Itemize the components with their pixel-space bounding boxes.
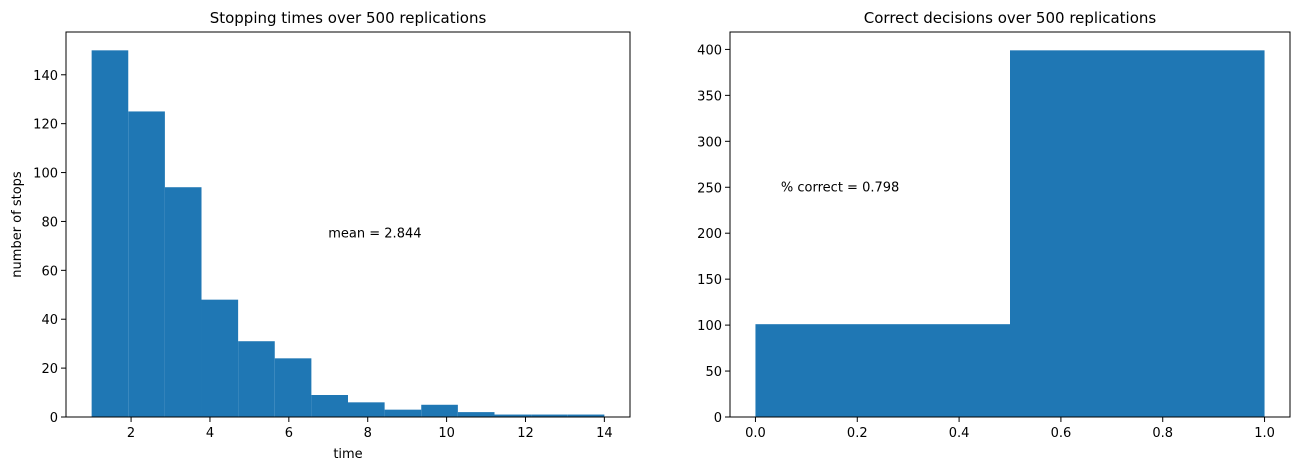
bar [421,404,458,417]
y-tick-label: 120 [33,118,58,133]
x-axis-label: time [333,447,362,462]
y-tick-label: 60 [41,264,58,279]
axes-frame [65,31,631,418]
bar [201,299,239,417]
y-tick-label: 80 [41,215,58,230]
y-tick-label: 50 [705,365,722,380]
y-tick-label: 250 [697,181,722,196]
chart-title: Correct decisions over 500 replications [864,9,1157,27]
x-tick-label: 6 [285,426,293,441]
y-tick-label: 0 [714,411,722,426]
annotation: mean = 2.844 [328,227,421,242]
bar [567,414,605,417]
y-tick-label: 350 [697,89,722,104]
y-tick-label: 400 [697,43,722,58]
y-tick-label: 0 [50,411,58,426]
y-tick-label: 100 [697,319,722,334]
x-tick-label: 12 [517,426,534,441]
bar [348,402,385,417]
x-tick-label: 0.8 [1152,426,1173,441]
y-tick-label: 200 [697,227,722,242]
bar [457,412,495,417]
x-tick-label: 14 [596,426,613,441]
bar [91,50,129,417]
bar [274,358,312,417]
y-tick-label: 140 [33,69,58,84]
bar [128,111,165,417]
y-tick-label: 300 [697,135,722,150]
x-tick-label: 2 [127,426,135,441]
chart-title: Stopping times over 500 replications [210,9,487,27]
bar [164,187,202,417]
x-tick-label: 0.2 [847,426,868,441]
x-tick-label: 0.0 [745,426,766,441]
y-tick-label: 20 [41,362,58,377]
axes-frame [729,31,1291,418]
x-tick-label: 0.6 [1051,426,1072,441]
y-axis-label: number of stops [10,171,25,278]
x-tick-label: 10 [438,426,455,441]
x-tick-label: 8 [364,426,372,441]
bar [311,395,348,417]
bar [384,409,422,417]
x-tick-label: 1.0 [1254,426,1275,441]
bar [531,414,568,417]
annotation: % correct = 0.798 [781,180,899,195]
bar [494,414,532,417]
y-tick-label: 40 [41,313,58,328]
bar [238,341,275,417]
y-tick-label: 150 [697,273,722,288]
y-tick-label: 100 [33,167,58,182]
x-tick-label: 4 [206,426,214,441]
x-tick-label: 0.4 [949,426,970,441]
bar [1010,50,1265,417]
bar [755,324,1010,417]
